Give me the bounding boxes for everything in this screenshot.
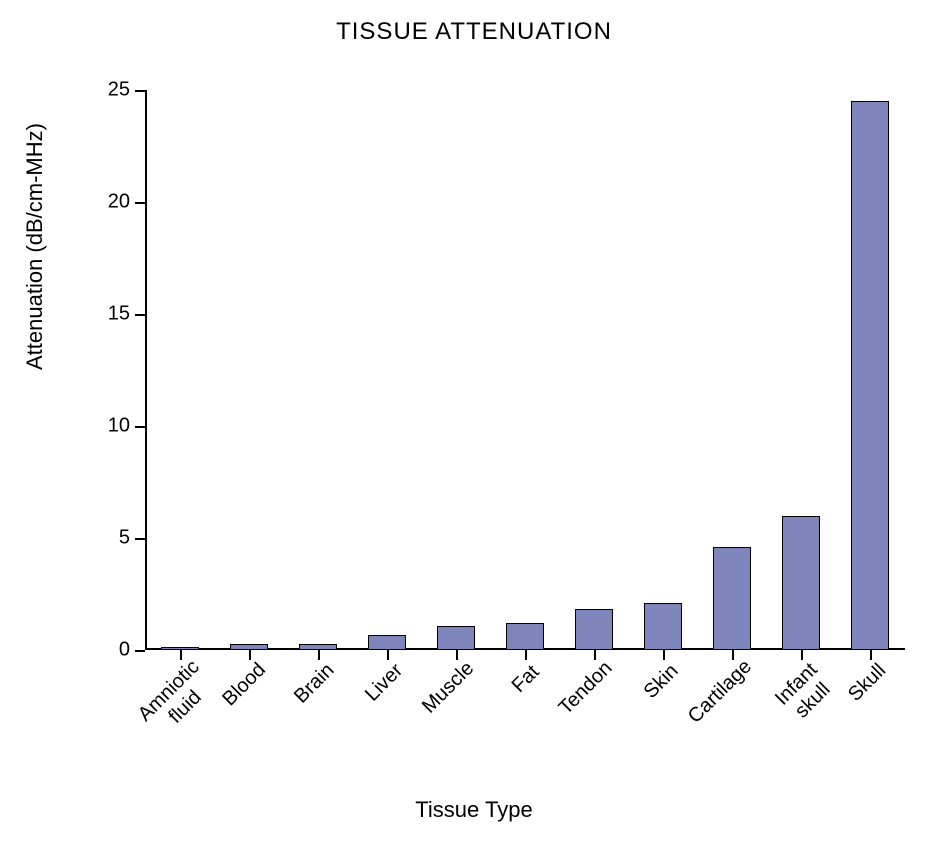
- y-tick: [135, 202, 145, 204]
- bar: [368, 635, 406, 650]
- x-tick: [801, 650, 803, 660]
- x-tick-label: Tendon: [571, 641, 634, 704]
- x-tick: [387, 650, 389, 660]
- y-tick-label: 10: [108, 415, 130, 438]
- x-tick: [870, 650, 872, 660]
- x-tick-label: Skull: [855, 649, 902, 696]
- x-tick: [249, 650, 251, 660]
- bar: [713, 547, 751, 650]
- y-tick: [135, 538, 145, 540]
- x-tick: [525, 650, 527, 660]
- x-tick: [180, 650, 182, 660]
- tissue-attenuation-chart: TISSUE ATTENUATION 0510152025Amnioticflu…: [0, 0, 948, 853]
- x-tick: [594, 650, 596, 660]
- chart-title: TISSUE ATTENUATION: [0, 18, 948, 46]
- x-tick-label: Liver: [371, 649, 418, 696]
- bar: [851, 101, 889, 650]
- x-tick-label: Brain: [301, 647, 350, 696]
- x-tick-label: Infantskull: [784, 646, 852, 714]
- x-tick: [732, 650, 734, 660]
- y-tick-label: 0: [119, 639, 130, 662]
- x-tick: [456, 650, 458, 660]
- bar: [575, 609, 613, 650]
- x-axis-label: Tissue Type: [0, 797, 948, 823]
- y-tick: [135, 426, 145, 428]
- x-tick-label: Skin: [649, 650, 693, 694]
- y-tick-label: 5: [119, 527, 130, 550]
- bar: [437, 626, 475, 650]
- plot-area: 0510152025AmnioticfluidBloodBrainLiverMu…: [145, 90, 905, 650]
- bar: [506, 623, 544, 650]
- y-tick-label: 20: [108, 191, 130, 214]
- y-tick: [135, 650, 145, 652]
- x-tick: [663, 650, 665, 660]
- bar: [644, 603, 682, 650]
- y-tick-label: 15: [108, 303, 130, 326]
- x-tick-label: Blood: [231, 646, 283, 698]
- x-tick-label: Fat: [515, 654, 552, 691]
- x-tick-label: Muscle: [434, 642, 495, 703]
- y-tick: [135, 90, 145, 92]
- y-axis-line: [145, 90, 147, 650]
- y-axis-label: Attenuation (dB/cm-MHz): [22, 123, 48, 370]
- y-tick-label: 25: [108, 79, 130, 102]
- x-tick: [318, 650, 320, 660]
- y-tick: [135, 314, 145, 316]
- bar: [782, 516, 820, 650]
